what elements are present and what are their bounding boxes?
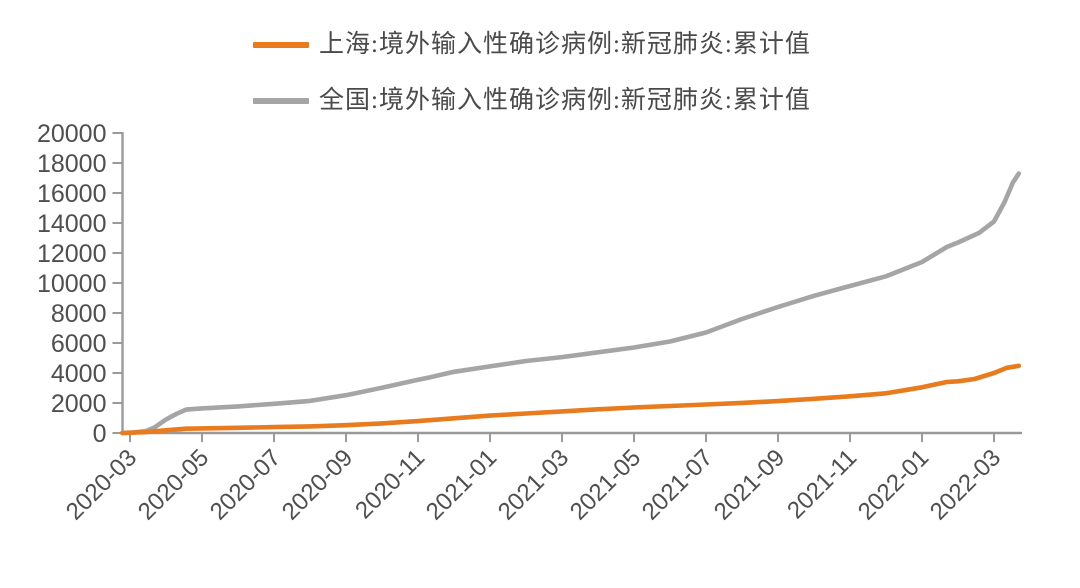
x-axis-tick-label: 2022-01 [853,444,934,525]
x-axis-tick-label: 2020-03 [61,444,142,525]
y-axis-tick-label: 2000 [51,390,107,418]
x-axis-tick-label: 2022-03 [925,444,1006,525]
y-axis-tick-label: 12000 [37,240,107,268]
shanghai-line-swatch [253,42,309,48]
x-axis-tick-label: 2020-05 [133,444,214,525]
x-axis-tick-label: 2021-01 [421,444,502,525]
legend-label-national: 全国:境外输入性确诊病例:新冠肺炎:累计值 [319,87,811,114]
national-series-line [120,171,1022,436]
x-axis-tick-label: 2021-11 [782,444,862,524]
y-axis-tick-label: 8000 [51,300,107,328]
national-line-swatch [253,98,309,104]
y-axis-tick-label: 4000 [51,360,107,388]
x-axis-tick-label: 2020-07 [205,444,286,525]
y-axis-tick-label: 14000 [37,210,107,238]
y-axis-tick-label: 18000 [37,150,107,178]
shanghai-series-line [120,363,1022,436]
legend-item-shanghai: 上海:境外输入性确诊病例:新冠肺炎:累计值 [253,31,811,59]
y-axis-tick-label: 10000 [37,270,107,298]
x-axis-tick-label: 2020-11 [350,444,430,524]
y-axis-tick-label: 16000 [37,180,107,208]
x-axis-tick-label: 2021-03 [493,444,574,525]
x-axis-tick-label: 2021-09 [709,444,790,525]
x-axis-tick-label: 2021-05 [565,444,646,525]
x-axis-tick-label: 2020-09 [277,444,358,525]
chart-legend: 上海:境外输入性确诊病例:新冠肺炎:累计值 全国:境外输入性确诊病例:新冠肺炎:… [253,31,811,143]
y-axis-tick-label: 0 [93,420,107,448]
y-axis-tick-label: 6000 [51,330,107,358]
legend-item-national: 全国:境外输入性确诊病例:新冠肺炎:累计值 [253,87,811,115]
legend-label-shanghai: 上海:境外输入性确诊病例:新冠肺炎:累计值 [319,31,811,58]
y-axis-tick-label: 20000 [37,120,107,148]
x-axis-tick-label: 2021-07 [637,444,718,525]
